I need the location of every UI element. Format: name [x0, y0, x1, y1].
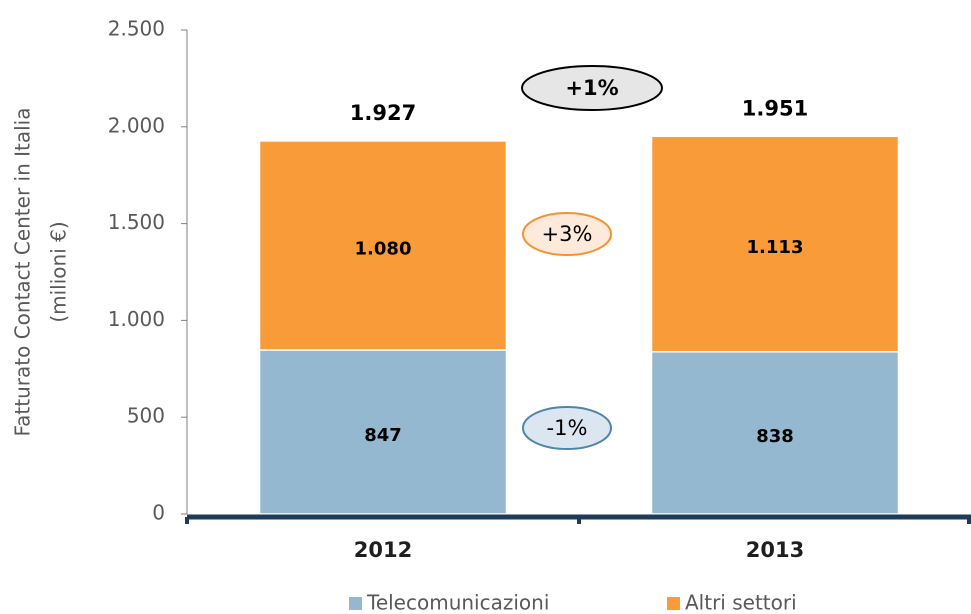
bar-segment: [650, 351, 900, 515]
annotation-bubble: [522, 406, 612, 450]
data-label: 1.113: [747, 237, 804, 258]
legend-swatch: [667, 597, 680, 610]
y-tick-label: 500: [127, 404, 165, 428]
annotation: -1%: [547, 416, 588, 440]
total-label: 1.951: [742, 96, 808, 120]
y-axis-label: (milioni €): [47, 221, 71, 322]
annotation-bubble: [521, 65, 663, 111]
legend-label: Telecomunicazioni: [366, 591, 549, 614]
annotation: +3%: [542, 222, 593, 246]
y-tick-label: 0: [152, 501, 165, 525]
y-tick-label: 1.000: [108, 307, 165, 331]
data-label: 838: [756, 426, 794, 447]
data-label: 847: [364, 425, 402, 446]
annotation-bubble: [522, 212, 612, 256]
total-label: 1.927: [350, 101, 416, 125]
x-tick-label: 2012: [354, 538, 412, 562]
annotation: +1%: [565, 76, 618, 100]
legend-swatch: [349, 597, 362, 610]
y-tick-label: 2.500: [108, 17, 165, 41]
y-tick-label: 2.000: [108, 113, 165, 137]
bar-segment: [258, 349, 508, 515]
legend-label: Altri settori: [685, 591, 797, 614]
bar-segment: [650, 135, 900, 353]
bar-segment: [258, 140, 508, 351]
x-tick-label: 2013: [746, 538, 804, 562]
data-label: 1.080: [355, 238, 412, 259]
y-tick-label: 1.500: [108, 210, 165, 234]
y-axis-label: Fatturato Contact Center in Italia: [11, 108, 35, 437]
